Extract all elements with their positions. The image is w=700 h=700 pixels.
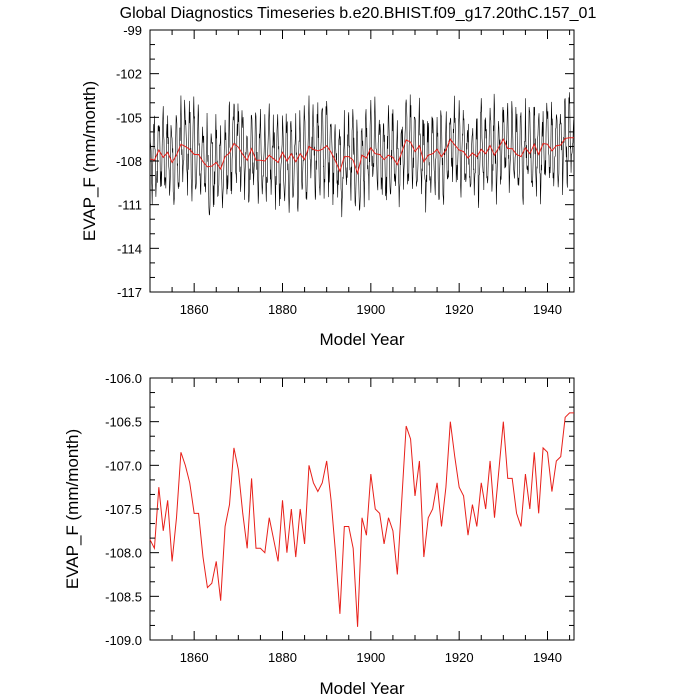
y-tick-label: -107.5 bbox=[105, 502, 142, 517]
x-tick-label: 1920 bbox=[445, 302, 474, 317]
y-tick-label: -102 bbox=[116, 67, 142, 82]
annual-mean-line-top bbox=[149, 137, 574, 176]
y-tick-label: -111 bbox=[118, 198, 142, 213]
x-axis-title-top: Model Year bbox=[319, 330, 404, 349]
x-tick-label: 1880 bbox=[268, 650, 297, 665]
panel-monthly: 1860 1880 1900 1920 1940 -99 -102 -105 -108 -111 -… bbox=[80, 23, 575, 349]
annual-mean-line-bottom bbox=[149, 412, 574, 627]
y-tick-label: -105 bbox=[116, 110, 142, 125]
y-tick-label: -106.5 bbox=[105, 415, 142, 430]
panel-annual: 1860 1880 1900 1920 1940 -106.0 -106.5 -107.0 -1… bbox=[63, 371, 575, 698]
y-tick-label: -109.0 bbox=[105, 633, 142, 648]
chart-title: Global Diagnostics Timeseries b.e20.BHIS… bbox=[120, 5, 597, 22]
y-tick-label: -108.5 bbox=[105, 589, 142, 604]
y-tick-label: -114 bbox=[117, 241, 142, 256]
monthly-series-line bbox=[149, 92, 575, 218]
y-tick-label: -99 bbox=[123, 23, 142, 38]
x-tick-label: 1900 bbox=[356, 302, 385, 317]
x-tick-label: 1920 bbox=[445, 650, 474, 665]
y-axis-title-bottom: EVAP_F (mm/month) bbox=[63, 429, 82, 589]
x-tick-label: 1940 bbox=[533, 650, 562, 665]
y-tick-label: -108 bbox=[116, 154, 142, 169]
y-axis-title-top: EVAP_F (mm/month) bbox=[80, 81, 99, 241]
y-tick-label: -107.0 bbox=[105, 458, 142, 473]
x-tick-label: 1880 bbox=[268, 302, 297, 317]
plot-frame-bottom bbox=[149, 377, 575, 641]
y-tick-label: -106.0 bbox=[105, 371, 142, 386]
x-tick-label: 1940 bbox=[533, 302, 562, 317]
x-tick-label: 1860 bbox=[180, 650, 209, 665]
x-axis-title-bottom: Model Year bbox=[319, 679, 404, 698]
y-tick-label: -117 bbox=[117, 285, 142, 300]
x-tick-label: 1900 bbox=[356, 650, 385, 665]
y-tick-label: -108.0 bbox=[105, 546, 142, 561]
x-tick-label: 1860 bbox=[180, 302, 209, 317]
